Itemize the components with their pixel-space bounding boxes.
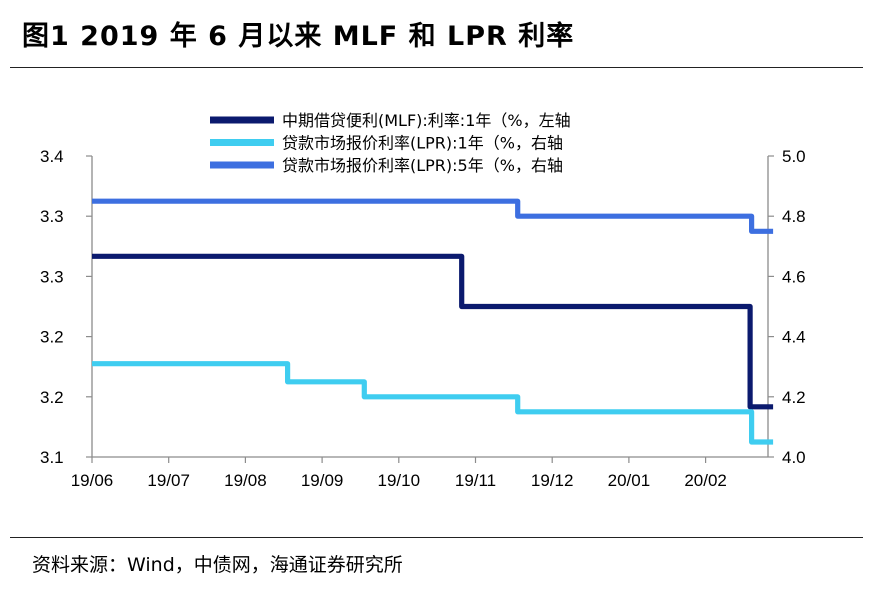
source-note: 资料来源：Wind，中债网，海通证券研究所 xyxy=(32,554,403,576)
left-axis-tick-label: 3.4 xyxy=(40,147,64,166)
x-axis-tick-label: 19/09 xyxy=(301,471,344,490)
x-axis-tick-label: 19/10 xyxy=(378,471,421,490)
series-lines xyxy=(92,198,774,445)
left-axis-tick-label: 3.2 xyxy=(40,388,64,407)
tick-labels: 3.1 3.2 3.2 3.3 3.3 3.4 4.0 4.2 4.4 4.6 4.8 5.0 19/0… xyxy=(40,147,806,490)
x-axis-tick-label: 19/06 xyxy=(71,471,114,490)
left-axis-tick-label: 3.2 xyxy=(40,328,64,347)
right-axis-tick-label: 4.6 xyxy=(782,267,806,286)
left-axis-tick-label: 3.1 xyxy=(40,448,64,467)
x-axis-tick-label: 20/02 xyxy=(684,471,727,490)
x-axis-tick-label: 19/12 xyxy=(531,471,574,490)
legend-label: 贷款市场报价利率(LPR):1年（%，右轴 xyxy=(282,134,563,153)
legend-label: 贷款市场报价利率(LPR):5年（%，右轴 xyxy=(282,156,563,175)
x-axis-tick-label: 20/01 xyxy=(608,471,651,490)
series-line xyxy=(92,253,774,410)
legend-label: 中期借贷便利(MLF):利率:1年（%，左轴 xyxy=(282,111,571,130)
left-axis-tick-label: 3.3 xyxy=(40,207,64,226)
x-axis-tick-label: 19/07 xyxy=(147,471,190,490)
right-axis-tick-label: 5.0 xyxy=(782,147,806,166)
chart-legend: 中期借贷便利(MLF):利率:1年（%，左轴贷款市场报价利率(LPR):1年（%… xyxy=(210,111,571,175)
right-axis-tick-label: 4.4 xyxy=(782,328,806,347)
left-axis-tick-label: 3.3 xyxy=(40,267,64,286)
x-axis-tick-label: 19/11 xyxy=(455,471,496,490)
right-axis-tick-label: 4.8 xyxy=(782,207,806,226)
bottom-divider xyxy=(10,537,863,538)
chart-title: 图1 2019 年 6 月以来 MLF 和 LPR 利率 xyxy=(22,21,575,52)
series-line xyxy=(92,198,774,234)
series-line xyxy=(92,361,774,445)
x-axis-tick-label: 19/08 xyxy=(224,471,267,490)
right-axis-tick-label: 4.2 xyxy=(782,388,806,407)
top-divider xyxy=(10,67,863,68)
right-axis-tick-label: 4.0 xyxy=(782,448,806,467)
